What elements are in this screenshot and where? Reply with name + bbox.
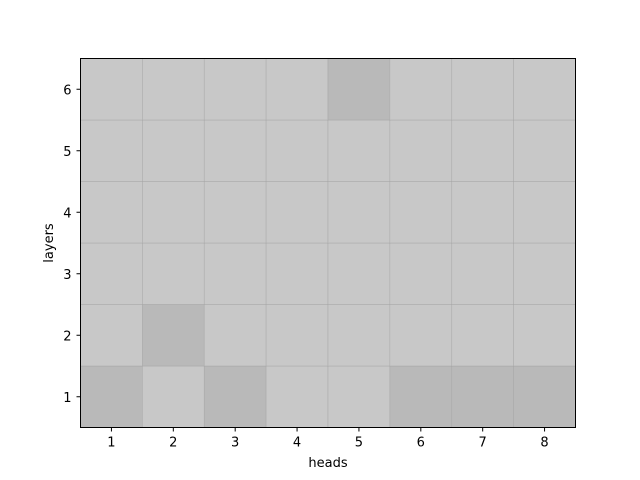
- heatmap-cell-h1-l6: [80, 58, 143, 121]
- heatmap-cell-h7-l3: [451, 242, 514, 305]
- heatmap-cells: [80, 58, 576, 428]
- x-tick-label: 2: [169, 436, 177, 451]
- heatmap-cell-h5-l5: [327, 119, 391, 182]
- y-tick-label: 5: [63, 145, 71, 160]
- heatmap-cell-h8-l3: [513, 242, 576, 305]
- heatmap-cell-h8-l1: [513, 365, 576, 428]
- y-tick-label: 1: [63, 391, 71, 406]
- heatmap-cell-h1-l2: [80, 304, 143, 367]
- heatmap-cell-h8-l5: [513, 119, 576, 182]
- x-tick-label: 7: [479, 436, 487, 451]
- x-axis-label: heads: [308, 456, 347, 471]
- heatmap-cell-h2-l6: [142, 58, 205, 121]
- heatmap-cell-h6-l2: [389, 304, 453, 367]
- heatmap-cell-h6-l6: [389, 58, 453, 121]
- heatmap-cell-h2-l3: [142, 242, 205, 305]
- heatmap-cell-h3-l2: [203, 304, 267, 367]
- heatmap-cell-h6-l3: [389, 242, 453, 305]
- y-tick-label: 2: [63, 329, 71, 344]
- heatmap-cell-h4-l3: [265, 242, 329, 305]
- heatmap-cell-h4-l6: [265, 58, 329, 121]
- heatmap-cell-h6-l1: [389, 365, 453, 428]
- heatmap-cell-h4-l2: [265, 304, 329, 367]
- y-tick-label: 3: [63, 268, 71, 283]
- heatmap-cell-h6-l4: [389, 181, 453, 244]
- heatmap-cell-h2-l1: [142, 365, 205, 428]
- heatmap-cell-h5-l6: [327, 58, 391, 121]
- heatmap-cell-h6-l5: [389, 119, 453, 182]
- x-tick-label: 4: [293, 436, 301, 451]
- heatmap-cell-h1-l1: [80, 365, 143, 428]
- heatmap-cell-h7-l1: [451, 365, 514, 428]
- heatmap-cell-h7-l4: [451, 181, 514, 244]
- heatmap-cell-h5-l2: [327, 304, 391, 367]
- heatmap-cell-h2-l4: [142, 181, 205, 244]
- y-axis-ticks: 1 2 3 4 5 6: [63, 83, 81, 406]
- heatmap-cell-h2-l2: [142, 304, 205, 367]
- heatmap-cell-h7-l6: [451, 58, 514, 121]
- plot-frame: [80, 58, 576, 428]
- heatmap-cell-h1-l3: [80, 242, 143, 305]
- x-tick-label: 1: [107, 436, 115, 451]
- heatmap-cell-h4-l4: [265, 181, 329, 244]
- heatmap-cell-h2-l5: [142, 119, 205, 182]
- heatmap-cell-h8-l4: [513, 181, 576, 244]
- heatmap-cell-h3-l4: [203, 181, 267, 244]
- heatmap-cell-h8-l2: [513, 304, 576, 367]
- heatmap-cell-h7-l2: [451, 304, 514, 367]
- y-tick-label: 4: [63, 206, 71, 221]
- x-tick-label: 8: [540, 436, 548, 451]
- heatmap-cell-h1-l4: [80, 181, 143, 244]
- y-axis-label: layers: [42, 223, 57, 263]
- heatmap-cell-h5-l3: [327, 242, 391, 305]
- y-tick-label: 6: [63, 83, 71, 98]
- x-tick-label: 3: [231, 436, 239, 451]
- heatmap-cell-h1-l5: [80, 119, 143, 182]
- heatmap-cell-h5-l1: [327, 365, 391, 428]
- heatmap-cell-h7-l5: [451, 119, 514, 182]
- x-tick-label: 5: [355, 436, 363, 451]
- heatmap-cell-h3-l3: [203, 242, 267, 305]
- heatmap-cell-h3-l6: [203, 58, 267, 121]
- x-tick-label: 6: [417, 436, 425, 451]
- x-axis-ticks: 1 2 3 4 5 6 7 8: [107, 427, 549, 451]
- heatmap-cell-h3-l5: [203, 119, 267, 182]
- heatmap-cell-h3-l1: [203, 365, 267, 428]
- heatmap-cell-h4-l1: [265, 365, 329, 428]
- heatmap-cell-h5-l4: [327, 181, 391, 244]
- heatmap-cell-h4-l5: [265, 119, 329, 182]
- heatmap-cell-h8-l6: [513, 58, 576, 121]
